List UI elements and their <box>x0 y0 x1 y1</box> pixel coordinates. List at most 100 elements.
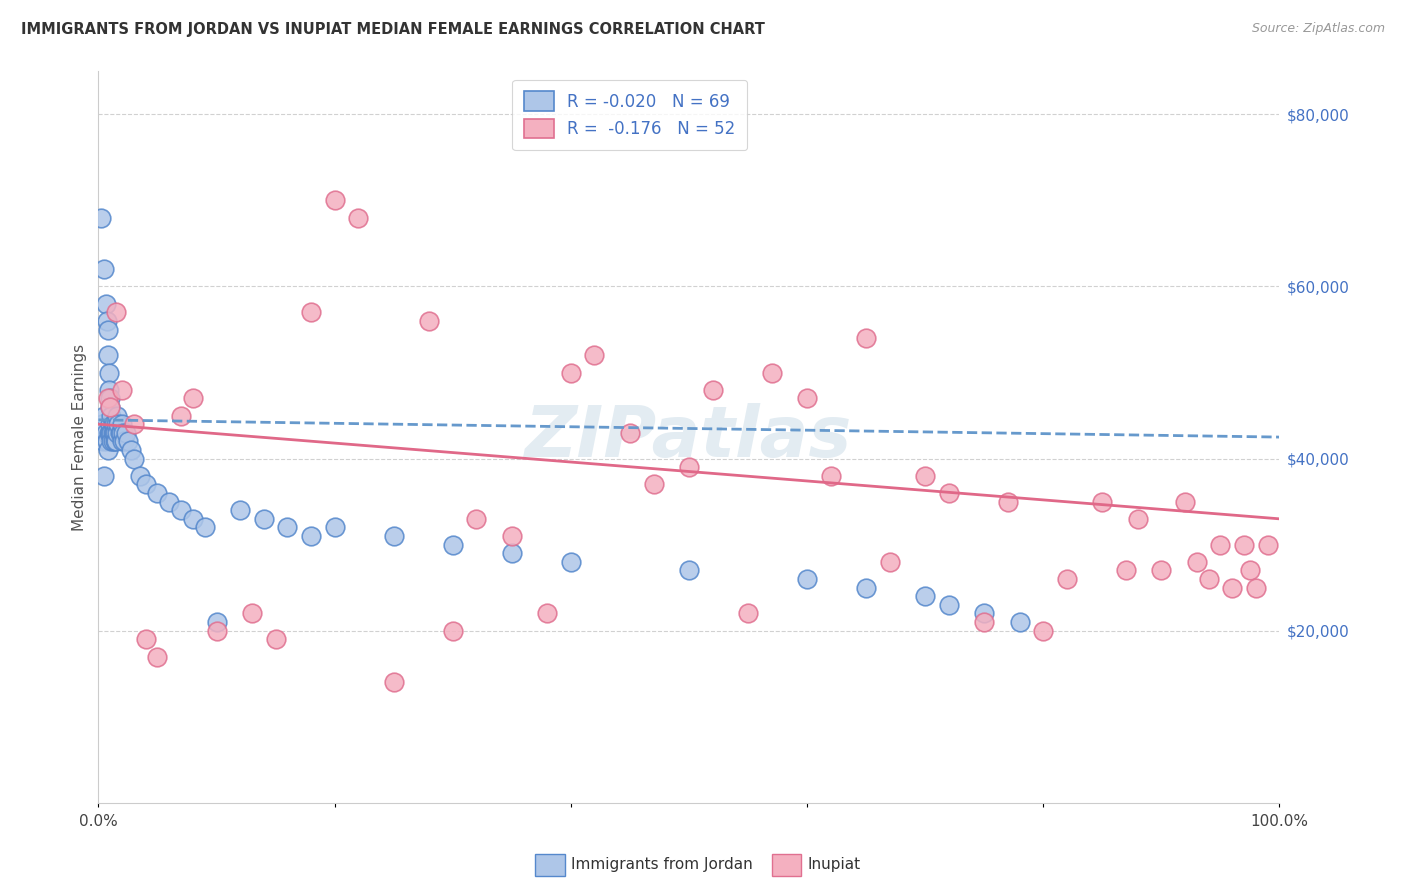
Point <box>108 425 131 440</box>
Point <box>501 546 523 560</box>
Point <box>100 409 122 423</box>
Point <box>583 348 606 362</box>
Point <box>1150 564 1173 578</box>
Point <box>181 512 204 526</box>
Point <box>619 425 641 440</box>
Point <box>157 494 180 508</box>
Point <box>117 434 139 449</box>
Point <box>128 468 150 483</box>
Point <box>94 425 117 440</box>
Point <box>1115 564 1137 578</box>
Point <box>938 486 960 500</box>
Point <box>146 649 169 664</box>
Point <box>796 392 818 406</box>
Point <box>101 434 124 449</box>
Point <box>938 598 960 612</box>
Point <box>1220 581 1243 595</box>
Point <box>91 417 114 432</box>
Point <box>114 425 136 440</box>
Text: Source: ZipAtlas.com: Source: ZipAtlas.com <box>1251 22 1385 36</box>
Point <box>93 409 115 423</box>
Point <box>122 451 145 466</box>
Point <box>914 468 936 483</box>
Point <box>91 434 114 449</box>
Point <box>973 607 995 621</box>
Point <box>997 494 1019 508</box>
Point <box>441 538 464 552</box>
Point <box>796 572 818 586</box>
Point <box>104 434 127 449</box>
Point <box>194 520 217 534</box>
Point <box>1244 581 1267 595</box>
Point <box>98 425 121 440</box>
Point <box>643 477 665 491</box>
Point <box>761 366 783 380</box>
Point <box>105 417 128 432</box>
Point <box>501 529 523 543</box>
Point <box>101 417 124 432</box>
Text: Inupiat: Inupiat <box>807 857 860 872</box>
Point <box>855 581 877 595</box>
Point <box>382 675 405 690</box>
Point <box>323 194 346 208</box>
Point <box>98 383 121 397</box>
Point <box>702 383 724 397</box>
Point <box>94 296 117 310</box>
Point <box>229 503 252 517</box>
Point <box>678 564 700 578</box>
Point <box>1233 538 1256 552</box>
Point <box>1032 624 1054 638</box>
Point <box>107 417 129 432</box>
Point <box>96 434 118 449</box>
Point <box>264 632 287 647</box>
Point <box>111 383 134 397</box>
Text: Immigrants from Jordan: Immigrants from Jordan <box>571 857 752 872</box>
Point <box>111 417 134 432</box>
Point <box>97 348 120 362</box>
Point <box>560 555 582 569</box>
Point <box>105 434 128 449</box>
Y-axis label: Median Female Earnings: Median Female Earnings <box>72 343 87 531</box>
Point <box>112 425 135 440</box>
Point <box>100 425 122 440</box>
Point <box>101 425 124 440</box>
Point <box>135 477 157 491</box>
Point <box>1126 512 1149 526</box>
Point <box>276 520 298 534</box>
Point <box>105 305 128 319</box>
Point <box>121 442 143 457</box>
Point <box>122 417 145 432</box>
Point <box>973 615 995 629</box>
Point <box>1257 538 1279 552</box>
Point <box>111 434 134 449</box>
Point <box>323 520 346 534</box>
Point <box>104 425 127 440</box>
Point <box>855 331 877 345</box>
Point <box>146 486 169 500</box>
Point <box>98 366 121 380</box>
Point <box>98 417 121 432</box>
Point <box>170 409 193 423</box>
Point <box>253 512 276 526</box>
Point <box>98 400 121 414</box>
Point <box>441 624 464 638</box>
Point <box>97 392 120 406</box>
Point <box>170 503 193 517</box>
Point <box>205 624 228 638</box>
Point <box>98 400 121 414</box>
Point <box>1209 538 1232 552</box>
Point <box>1239 564 1261 578</box>
Point <box>93 468 115 483</box>
FancyBboxPatch shape <box>536 854 565 876</box>
Point <box>1008 615 1031 629</box>
Point <box>98 425 121 440</box>
Point <box>299 529 322 543</box>
Legend: R = -0.020   N = 69, R =  -0.176   N = 52: R = -0.020 N = 69, R = -0.176 N = 52 <box>512 79 748 150</box>
Text: ZIPatlas: ZIPatlas <box>526 402 852 472</box>
Text: IMMIGRANTS FROM JORDAN VS INUPIAT MEDIAN FEMALE EARNINGS CORRELATION CHART: IMMIGRANTS FROM JORDAN VS INUPIAT MEDIAN… <box>21 22 765 37</box>
Point <box>1198 572 1220 586</box>
Point <box>737 607 759 621</box>
Point <box>96 314 118 328</box>
Point <box>98 392 121 406</box>
Point <box>1174 494 1197 508</box>
